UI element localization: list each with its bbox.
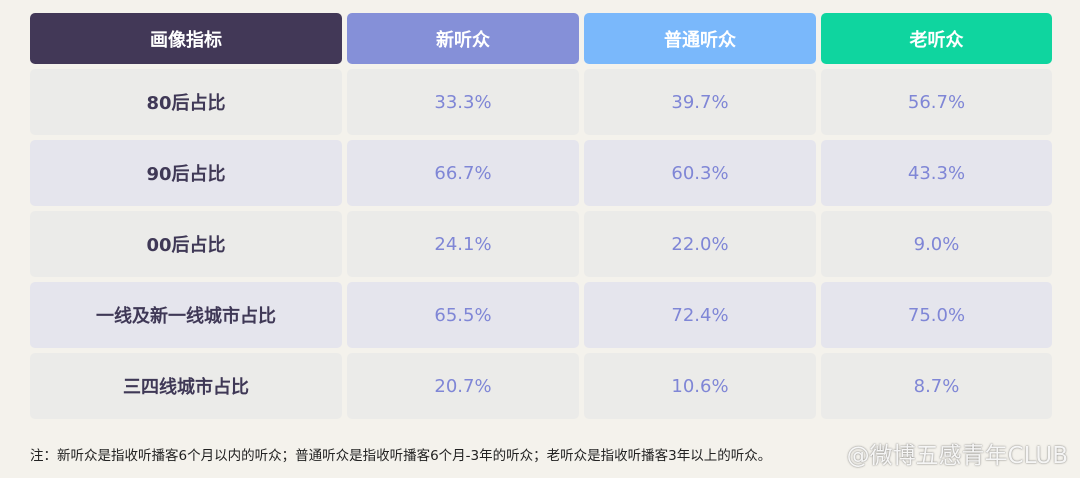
- cell-value: 9.0%: [821, 211, 1052, 277]
- audience-profile-table: 画像指标 新听众 普通听众 老听众 80后占比 33.3% 39.7% 56.7…: [30, 13, 1052, 419]
- cell-value: 65.5%: [347, 282, 579, 348]
- cell-value: 24.1%: [347, 211, 579, 277]
- row-label: 80后占比: [30, 69, 342, 135]
- row-label: 三四线城市占比: [30, 353, 342, 419]
- cell-value: 8.7%: [821, 353, 1052, 419]
- weibo-watermark: @微博五感青年CLUB: [846, 443, 1068, 469]
- row-label: 90后占比: [30, 140, 342, 206]
- cell-value: 60.3%: [584, 140, 816, 206]
- cell-value: 66.7%: [347, 140, 579, 206]
- header-metric: 画像指标: [30, 13, 342, 64]
- cell-value: 39.7%: [584, 69, 816, 135]
- header-new-listeners: 新听众: [347, 13, 579, 64]
- cell-value: 33.3%: [347, 69, 579, 135]
- header-old-listeners: 老听众: [821, 13, 1052, 64]
- cell-value: 20.7%: [347, 353, 579, 419]
- row-label: 一线及新一线城市占比: [30, 282, 342, 348]
- row-label: 00后占比: [30, 211, 342, 277]
- cell-value: 56.7%: [821, 69, 1052, 135]
- cell-value: 10.6%: [584, 353, 816, 419]
- cell-value: 22.0%: [584, 211, 816, 277]
- header-regular-listeners: 普通听众: [584, 13, 816, 64]
- cell-value: 75.0%: [821, 282, 1052, 348]
- cell-value: 43.3%: [821, 140, 1052, 206]
- footnote: 注：新听众是指收听播客6个月以内的听众；普通听众是指收听播客6个月-3年的听众；…: [30, 448, 772, 464]
- cell-value: 72.4%: [584, 282, 816, 348]
